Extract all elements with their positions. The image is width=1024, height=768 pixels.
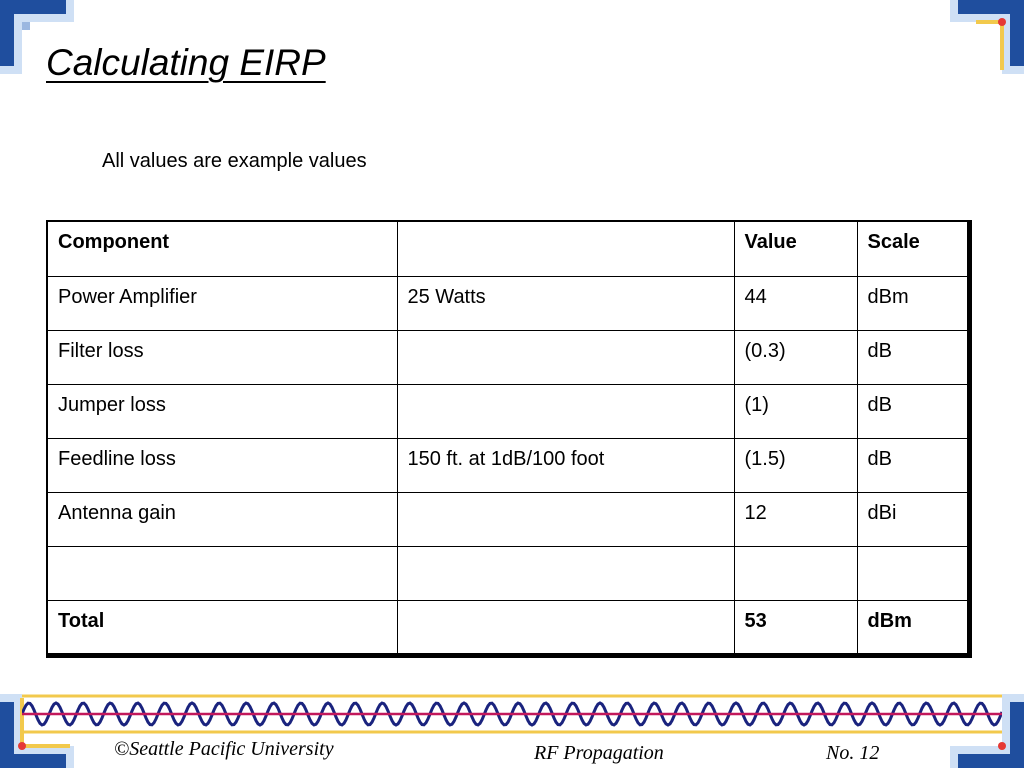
cell-detail: 25 Watts — [396, 275, 735, 331]
cell-scale: dB — [856, 437, 967, 493]
cell-scale: dBi — [856, 491, 967, 547]
cell-detail — [396, 491, 735, 547]
total-detail-cell — [396, 599, 735, 654]
table-header-row: Component Value Scale — [48, 222, 967, 277]
cell-value: 44 — [733, 275, 858, 331]
footer-page-number: No. 12 — [826, 742, 880, 764]
cell-value — [733, 545, 858, 601]
cell-component: Power Amplifier — [48, 275, 398, 331]
total-scale-cell: dBm — [856, 599, 967, 654]
cell-component: Filter loss — [48, 329, 398, 385]
footer-copyright: ©Seattle Pacific University — [114, 738, 334, 760]
eirp-table: Component Value Scale Power Amplifier 25… — [48, 222, 967, 654]
cell-detail — [396, 545, 735, 601]
cell-value: (0.3) — [733, 329, 858, 385]
footer-wave-band — [22, 694, 1002, 734]
header-cell-scale: Scale — [856, 222, 967, 277]
cell-component: Antenna gain — [48, 491, 398, 547]
slide-title: Calculating EIRP — [46, 42, 326, 83]
table-row: Filter loss (0.3) dB — [48, 329, 967, 385]
cell-component: Jumper loss — [48, 383, 398, 439]
corner-decoration-top-left — [0, 0, 74, 74]
slide-subtitle: All values are example values — [102, 150, 367, 172]
table-row-empty — [48, 545, 967, 601]
cell-scale: dBm — [856, 275, 967, 331]
footer-course-title: RF Propagation — [534, 742, 664, 764]
cell-component — [48, 545, 398, 601]
table-row: Power Amplifier 25 Watts 44 dBm — [48, 275, 967, 331]
table-row: Antenna gain 12 dBi — [48, 491, 967, 547]
table-row: Feedline loss 150 ft. at 1dB/100 foot (1… — [48, 437, 967, 493]
cell-detail — [396, 383, 735, 439]
cell-detail — [396, 329, 735, 385]
eirp-table-frame: Component Value Scale Power Amplifier 25… — [46, 220, 972, 658]
table-total-row: Total 53 dBm — [48, 599, 967, 654]
cell-scale: dB — [856, 383, 967, 439]
table-row: Jumper loss (1) dB — [48, 383, 967, 439]
header-cell-component: Component — [48, 222, 398, 277]
cell-scale — [856, 545, 967, 601]
cell-value: (1.5) — [733, 437, 858, 493]
cell-scale: dB — [856, 329, 967, 385]
header-cell-detail — [396, 222, 735, 277]
corner-decoration-top-right — [950, 0, 1024, 74]
cell-detail: 150 ft. at 1dB/100 foot — [396, 437, 735, 493]
header-cell-value: Value — [733, 222, 858, 277]
cell-component: Feedline loss — [48, 437, 398, 493]
cell-value: 12 — [733, 491, 858, 547]
total-label-cell: Total — [48, 599, 398, 654]
total-value-cell: 53 — [733, 599, 858, 654]
cell-value: (1) — [733, 383, 858, 439]
